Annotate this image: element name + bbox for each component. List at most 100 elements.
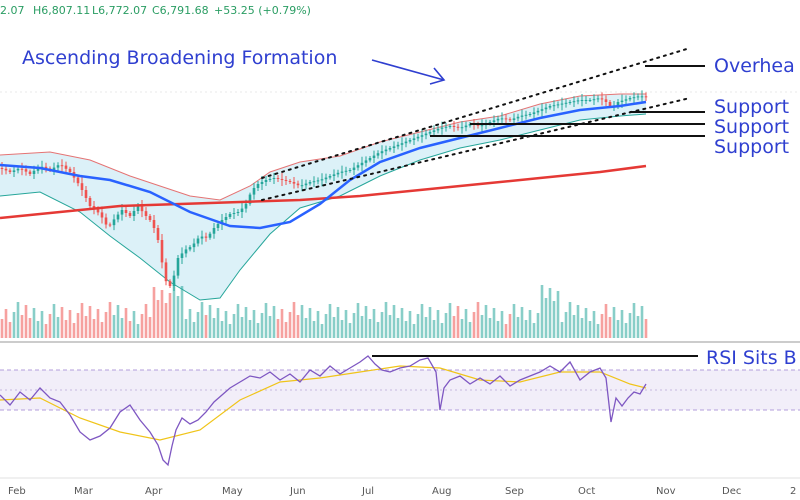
candle-body <box>572 101 576 103</box>
candle-body <box>300 185 304 187</box>
volume-bar <box>556 291 560 338</box>
volume-bar <box>28 318 32 338</box>
volume-bar <box>412 324 416 338</box>
volume-bar <box>32 308 36 338</box>
candle-body <box>168 281 172 286</box>
volume-bar <box>92 319 96 338</box>
volume-bar <box>300 305 304 338</box>
moving-averages <box>0 100 647 230</box>
volume-bar <box>156 300 160 338</box>
ohlc-change: +53.25 (+0.79%) <box>214 4 311 17</box>
candle-body <box>100 212 104 218</box>
candle-body <box>568 102 572 103</box>
volume-bar <box>184 319 188 338</box>
candle-body <box>636 96 640 98</box>
support-label-2: Support <box>714 116 789 138</box>
candle-body <box>16 168 20 171</box>
volume-bar <box>284 322 288 338</box>
candle-body <box>156 228 160 240</box>
volume-bar <box>304 318 308 338</box>
candle-body <box>80 183 84 190</box>
volume-bar <box>384 302 388 338</box>
candle-body <box>524 114 528 116</box>
volume-bar <box>420 304 424 338</box>
candle-body <box>388 148 392 150</box>
month-label: Dec <box>722 486 741 497</box>
volume-bar <box>360 316 364 338</box>
candle-body <box>616 102 620 106</box>
volume-bar <box>12 312 16 338</box>
candle-body <box>496 118 500 121</box>
candle-body <box>620 100 624 102</box>
month-label: Sep <box>505 486 524 497</box>
candle-body <box>188 247 192 250</box>
volume-bar <box>512 304 516 338</box>
volume-bar <box>616 320 620 338</box>
volume-bar <box>376 322 380 338</box>
candle-body <box>136 206 140 211</box>
volume-bar <box>624 323 628 338</box>
trendlines <box>261 47 705 201</box>
volume-bar <box>580 318 584 338</box>
candle-body <box>480 125 484 127</box>
candle-body <box>340 171 344 173</box>
month-label: Aug <box>432 486 452 497</box>
candle-body <box>160 240 164 263</box>
volume-bar <box>120 318 124 338</box>
volume-bar <box>460 319 464 338</box>
candle-body <box>144 211 148 216</box>
rsi-note-label: RSI Sits B <box>706 347 797 369</box>
volume-bar <box>108 302 112 338</box>
candle-body <box>56 165 60 168</box>
candle-body <box>332 174 336 176</box>
candle-body <box>624 99 628 101</box>
candle-body <box>588 100 592 101</box>
candle-body <box>232 213 236 214</box>
volume-bar <box>484 305 488 338</box>
volume-bar <box>96 309 100 338</box>
candle-body <box>284 180 288 181</box>
volume-bar <box>604 304 608 338</box>
volume-bar <box>248 320 252 338</box>
volume-bar <box>424 317 428 338</box>
volume-bar <box>40 311 44 338</box>
candle-body <box>304 183 308 186</box>
candle-body <box>240 208 244 212</box>
volume-bar <box>152 287 156 338</box>
volume-bar <box>116 305 120 338</box>
price-candles <box>0 90 648 291</box>
candle-body <box>52 167 56 170</box>
volume-bar <box>168 293 172 338</box>
candle-body <box>476 124 480 126</box>
volume-bar <box>244 307 248 338</box>
candle-body <box>628 98 632 100</box>
candle-body <box>436 128 440 131</box>
volume-bar <box>204 315 208 338</box>
volume-bar <box>216 308 220 338</box>
candle-body <box>604 99 608 102</box>
volume-bar <box>348 323 352 338</box>
candle-body <box>408 140 412 142</box>
volume-bar <box>144 304 148 338</box>
volume-bar <box>540 285 544 338</box>
volume-bar <box>192 322 196 338</box>
volume-bar <box>268 316 272 338</box>
volume-bar <box>208 305 212 338</box>
volume-bar <box>324 314 328 338</box>
candle-body <box>8 170 12 172</box>
candle-body <box>260 182 264 184</box>
upper-trendline <box>261 47 691 179</box>
candle-body <box>548 106 552 108</box>
volume-bar <box>60 307 64 338</box>
candle-body <box>576 100 580 102</box>
volume-bar <box>628 313 632 338</box>
volume-bar <box>72 323 76 338</box>
candle-body <box>148 216 152 220</box>
volume-bar <box>276 319 280 338</box>
candle-body <box>44 166 48 169</box>
candle-body <box>124 210 128 213</box>
candle-body <box>96 209 100 213</box>
volume-bar <box>212 318 216 338</box>
candle-body <box>88 198 92 206</box>
volume-bar <box>232 314 236 338</box>
